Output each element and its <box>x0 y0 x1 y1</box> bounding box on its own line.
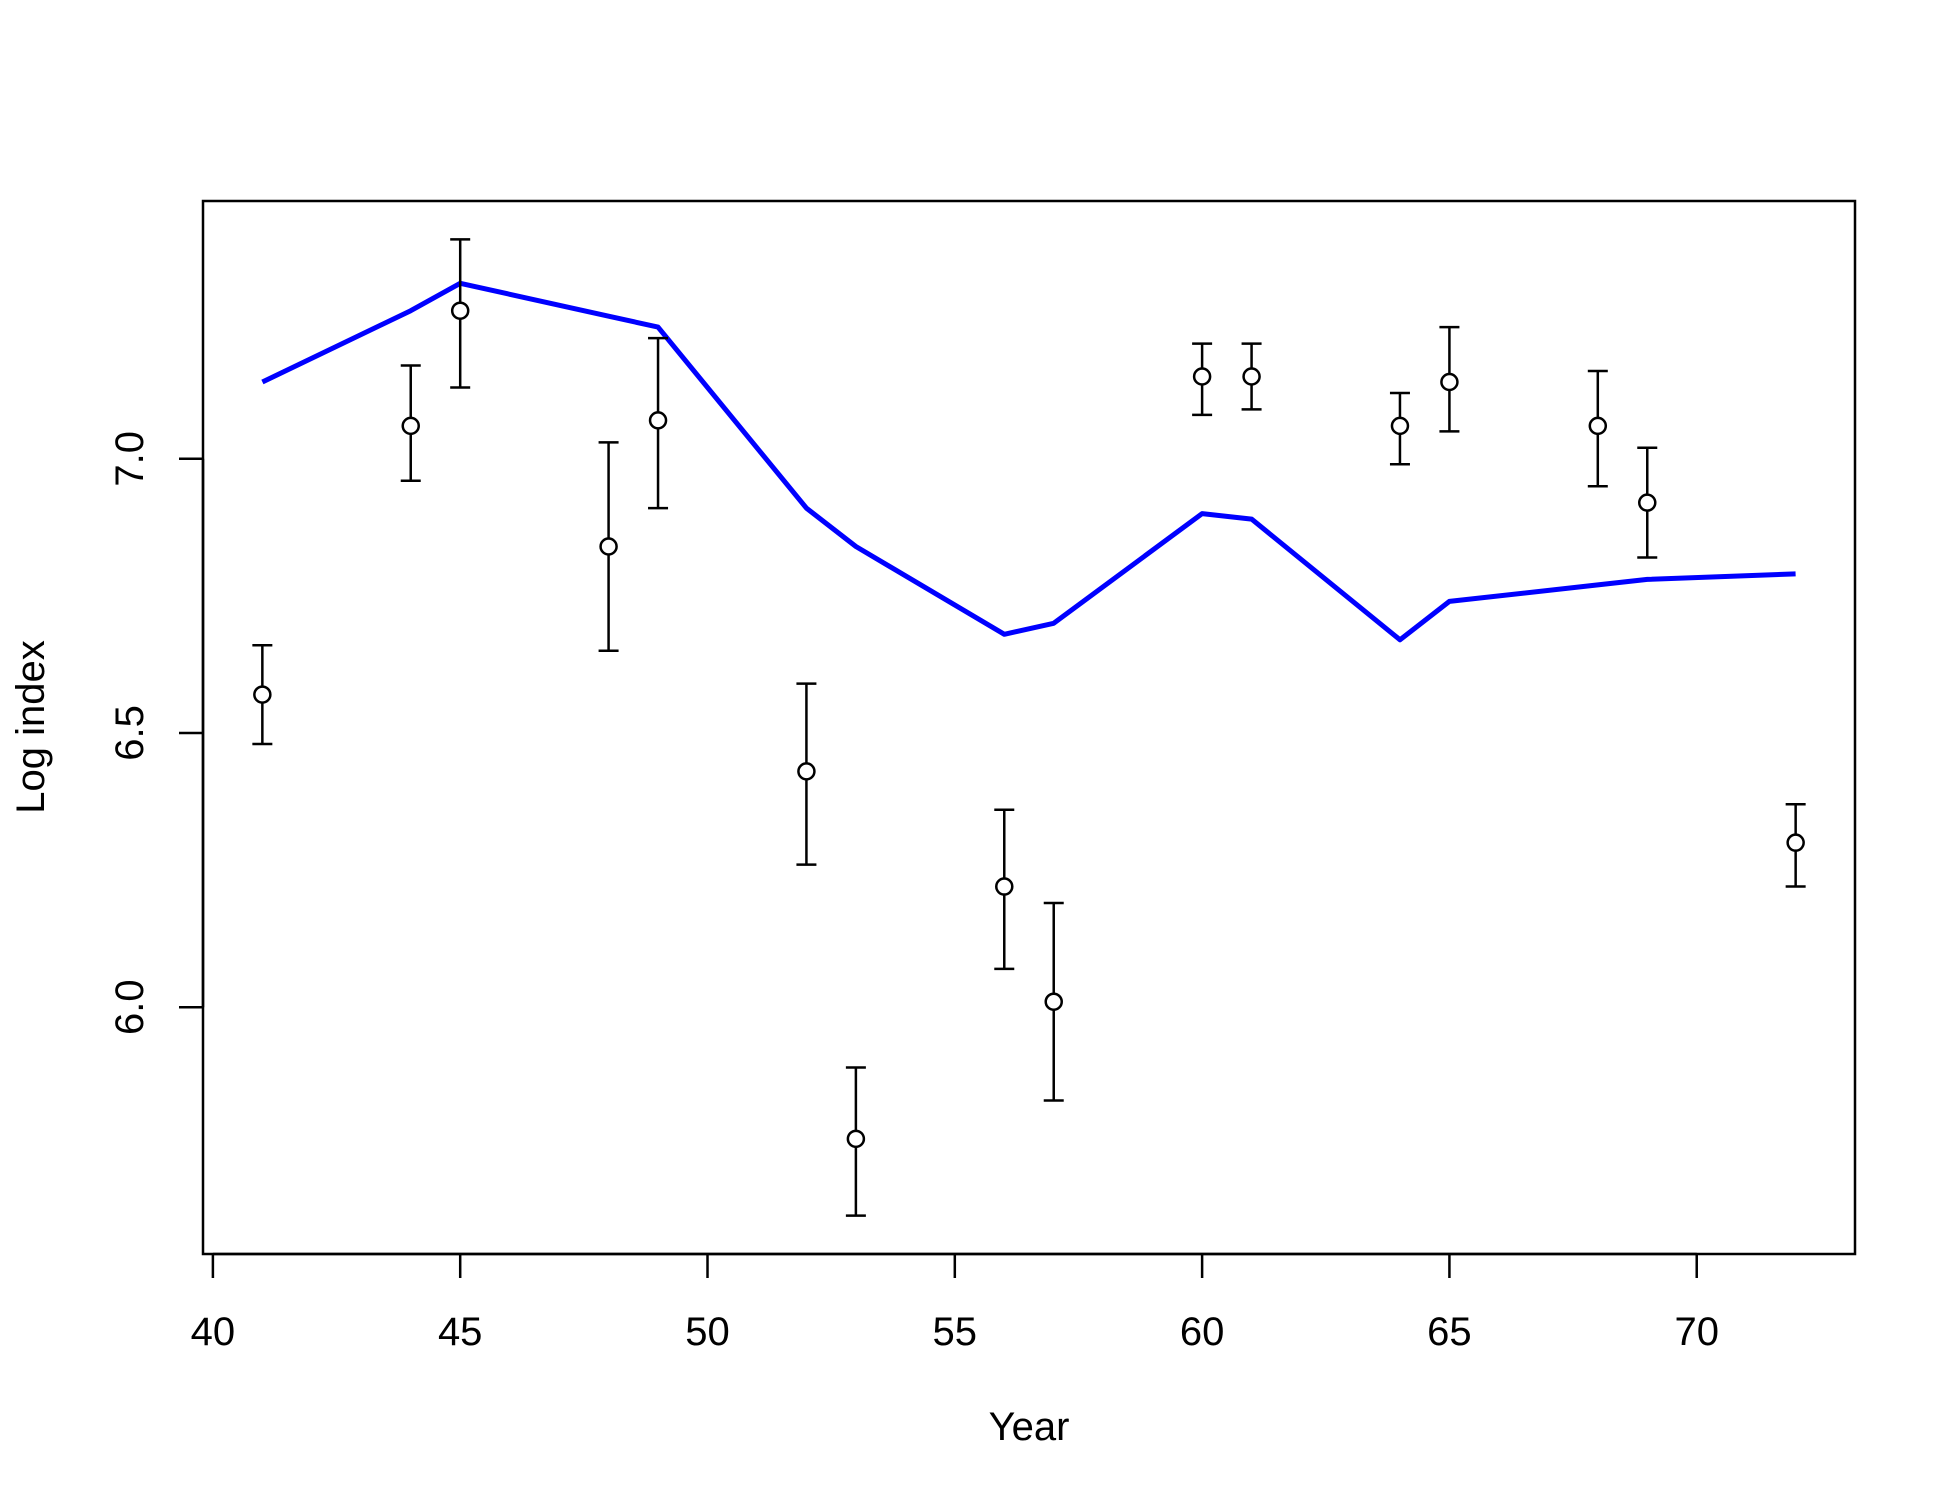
fitted-line <box>261 280 1796 643</box>
data-point <box>995 877 1014 896</box>
point-layer <box>253 301 1805 1149</box>
errorbar-layer <box>252 238 1806 1217</box>
data-point <box>1440 372 1459 392</box>
x-tick-label: 70 <box>1674 1310 1719 1354</box>
data-point <box>1390 416 1410 436</box>
fit-line-layer <box>261 280 1796 643</box>
y-tick-label: 6.0 <box>108 979 152 1035</box>
x-tick-label: 65 <box>1427 1310 1472 1354</box>
y-tick-label: 6.5 <box>108 705 152 761</box>
data-point <box>253 685 272 704</box>
data-point <box>1192 367 1212 386</box>
data-point <box>450 301 470 320</box>
plot-frame <box>201 199 1857 1256</box>
x-tick-label: 50 <box>685 1310 730 1354</box>
data-point <box>599 537 618 556</box>
data-point <box>1786 833 1805 852</box>
x-tick-label: 60 <box>1180 1310 1225 1354</box>
x-tick-label: 55 <box>933 1310 978 1354</box>
data-point <box>401 416 420 436</box>
data-point <box>846 1129 866 1149</box>
y-axis: 6.0 6.5 7.0 <box>108 431 205 1035</box>
data-point <box>648 411 668 430</box>
x-tick-label: 45 <box>438 1310 483 1354</box>
x-axis-label: Year <box>989 1405 1070 1449</box>
data-point <box>1588 416 1608 436</box>
data-point <box>797 762 816 781</box>
data-point <box>1638 493 1657 512</box>
y-tick-label: 7.0 <box>108 431 152 487</box>
x-tick-label: 40 <box>191 1310 236 1354</box>
data-point <box>1242 367 1261 386</box>
y-axis-label: Log index <box>9 640 53 813</box>
data-point <box>1044 992 1063 1011</box>
x-axis: 40 45 50 55 60 65 70 <box>191 1252 1719 1354</box>
